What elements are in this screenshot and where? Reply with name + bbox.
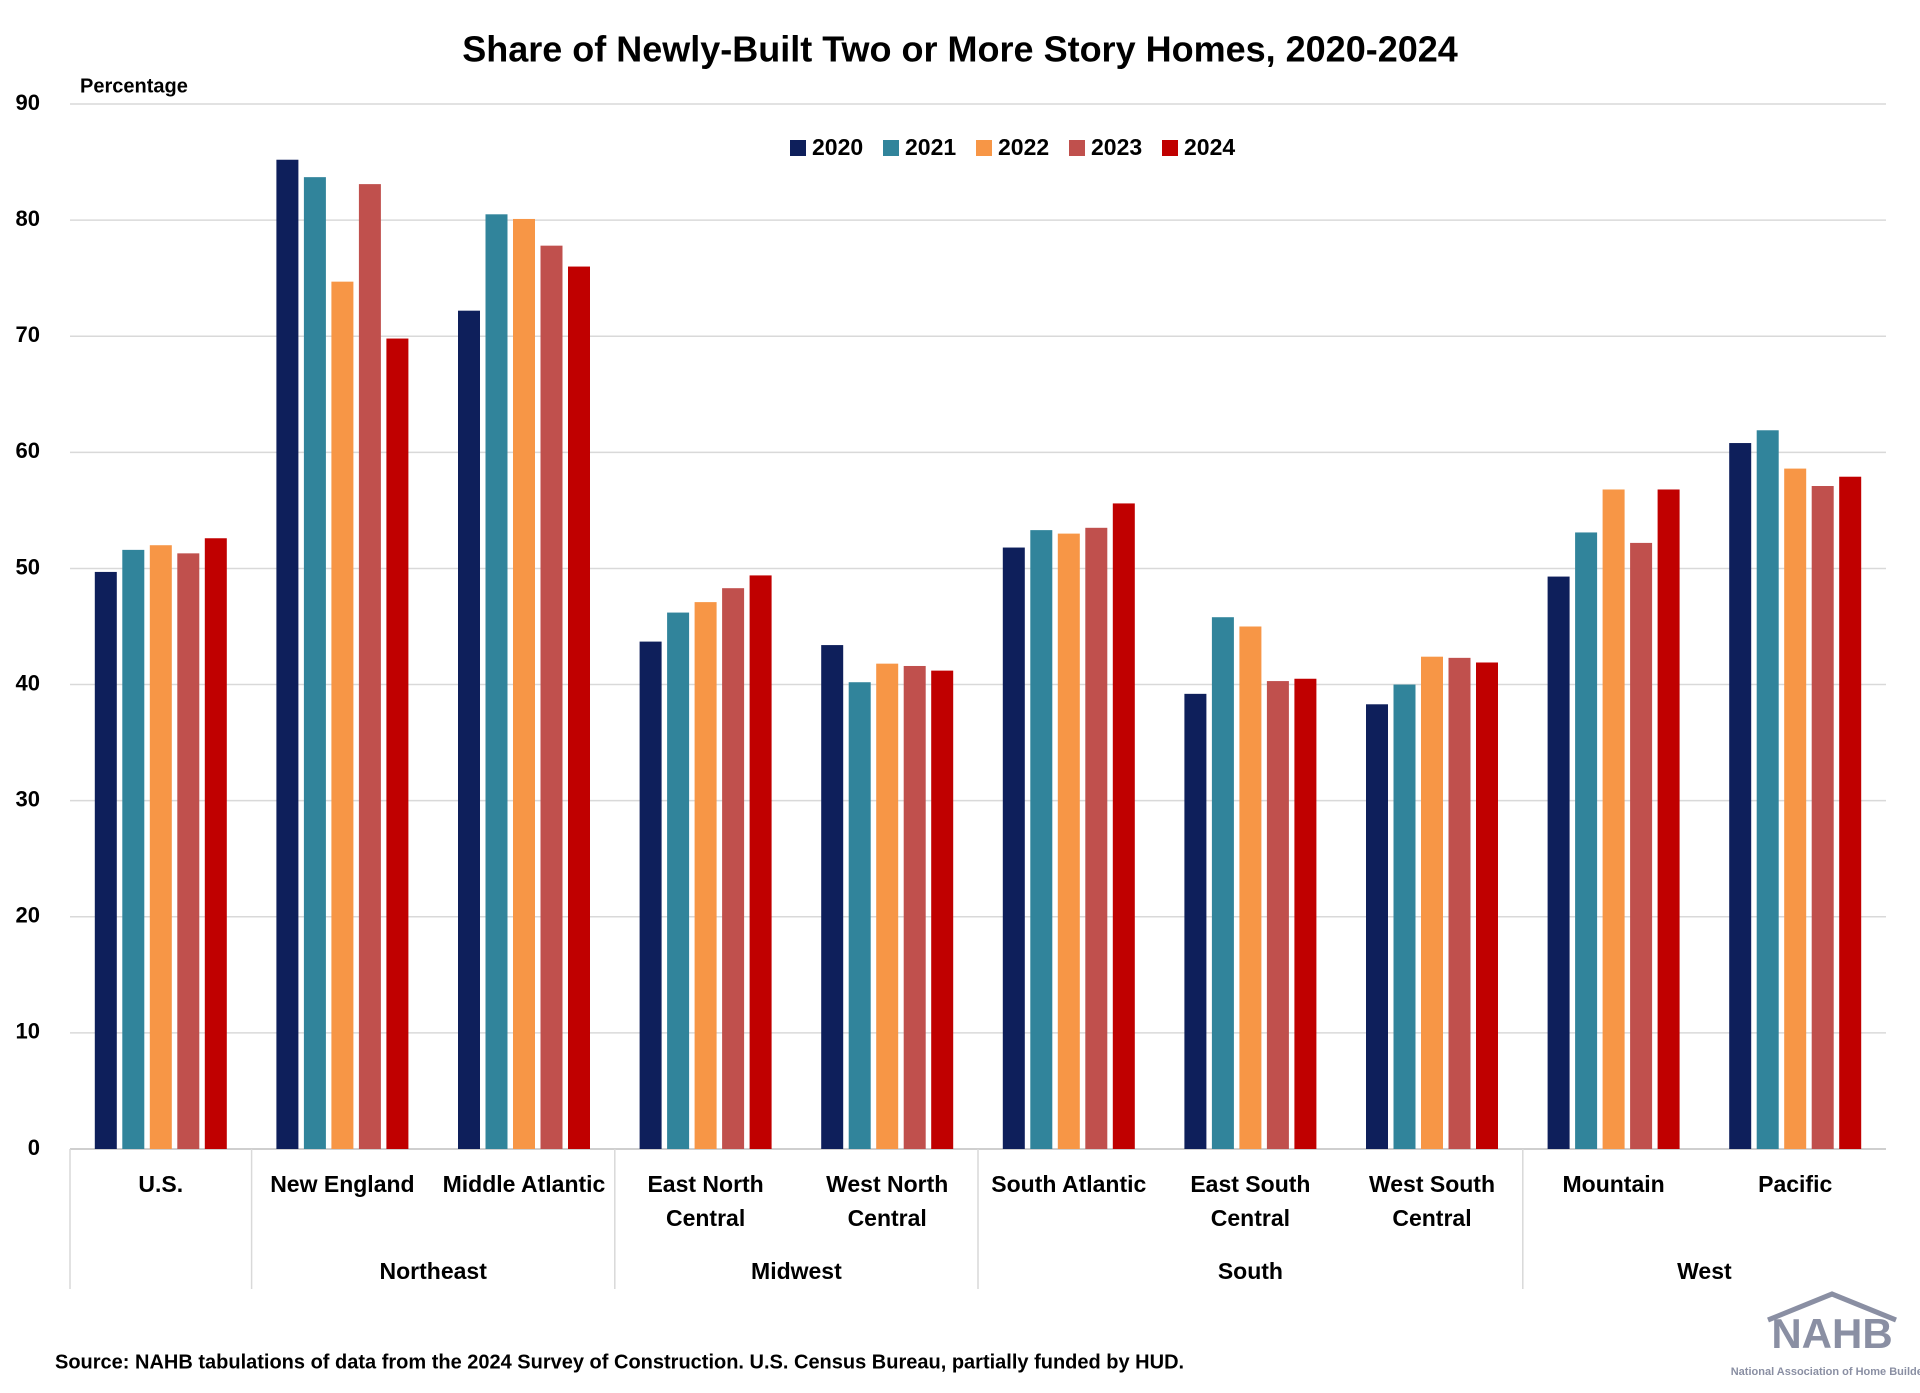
y-tick-label: 0 [28, 1135, 40, 1160]
legend-label: 2022 [998, 134, 1049, 160]
logo-name: NAHB [1771, 1310, 1892, 1357]
bar [1657, 489, 1680, 1149]
y-tick-label: 40 [16, 670, 40, 695]
bar [931, 670, 954, 1149]
bar [1729, 443, 1752, 1149]
x-tick-label: Middle Atlantic [442, 1171, 606, 1197]
y-tick-label: 20 [16, 903, 40, 928]
bar [1112, 503, 1135, 1149]
bar [1811, 486, 1834, 1149]
y-tick-label: 90 [16, 90, 40, 115]
bar [1547, 576, 1570, 1149]
bar [122, 549, 145, 1149]
legend-label: 2024 [1184, 134, 1235, 160]
bar [513, 218, 535, 1149]
bar [903, 665, 926, 1149]
x-tick-label: East North Central [647, 1171, 764, 1231]
legend-swatch [976, 140, 992, 156]
x-tick-label: South Atlantic [991, 1171, 1147, 1197]
bar [149, 545, 172, 1149]
bar [848, 682, 871, 1149]
bar [876, 663, 899, 1149]
legend-label: 2023 [1091, 134, 1142, 160]
bar [386, 338, 409, 1149]
legend-swatch [883, 140, 899, 156]
legend-label: 2020 [812, 134, 863, 160]
bar [1002, 547, 1025, 1149]
bar [694, 602, 717, 1149]
legend-swatch [790, 140, 806, 156]
legend-swatch [1069, 140, 1085, 156]
bar [1085, 527, 1108, 1149]
logo-roof [1767, 1291, 1897, 1323]
bar [1057, 533, 1080, 1149]
x-tick-label: Pacific [1758, 1171, 1833, 1197]
chart-title: Share of Newly-Built Two or More Story H… [462, 29, 1458, 70]
bar [204, 538, 227, 1149]
bar [1366, 704, 1388, 1149]
y-axis-label: Percentage [80, 75, 188, 97]
bar [1239, 626, 1262, 1149]
group-label: West [1677, 1258, 1732, 1284]
bar [1839, 476, 1862, 1149]
bar [1184, 693, 1207, 1149]
bar [1294, 678, 1317, 1149]
group-label: Northeast [380, 1258, 488, 1284]
bar [94, 571, 117, 1149]
group-label: South [1218, 1258, 1283, 1284]
logo-tagline: National Association of Home Builders [1731, 1366, 1920, 1378]
bar [1575, 532, 1598, 1149]
x-tick-label: West South Central [1368, 1171, 1496, 1231]
y-tick-label: 50 [16, 554, 40, 579]
y-tick-label: 30 [16, 786, 40, 811]
bar [540, 245, 563, 1150]
bar [177, 553, 200, 1149]
y-tick-label: 60 [16, 438, 40, 463]
y-tick-label: 70 [16, 322, 40, 347]
x-tick-label: West North Central [826, 1171, 949, 1231]
bar [1476, 662, 1498, 1149]
bar [1211, 617, 1234, 1149]
bar [331, 281, 354, 1149]
bar [1756, 430, 1779, 1149]
x-tick-label: U.S. [138, 1171, 184, 1197]
bar [1030, 530, 1053, 1149]
x-tick-label: New England [270, 1171, 415, 1197]
bar [568, 266, 590, 1149]
bar [1421, 656, 1443, 1149]
bar [1448, 657, 1471, 1149]
bar [1393, 684, 1416, 1149]
group-label: Midwest [751, 1258, 842, 1284]
bar [303, 177, 326, 1149]
bar [358, 184, 381, 1149]
bar [639, 641, 662, 1149]
legend-label: 2021 [905, 134, 956, 160]
bar [1602, 489, 1625, 1149]
bar [1266, 681, 1289, 1149]
bar [485, 214, 508, 1150]
bar [821, 645, 844, 1149]
bar [749, 575, 772, 1149]
y-tick-label: 80 [16, 206, 40, 231]
bar [276, 159, 299, 1149]
bar [722, 588, 745, 1149]
x-tick-label: Mountain [1562, 1171, 1665, 1197]
bar [458, 310, 480, 1150]
legend-swatch [1162, 140, 1178, 156]
bar [1630, 542, 1653, 1149]
y-tick-label: 10 [16, 1019, 40, 1044]
source-note: Source: NAHB tabulations of data from th… [55, 1351, 1184, 1373]
bar [1784, 468, 1807, 1150]
x-tick-label: East South Central [1190, 1171, 1311, 1231]
bar [667, 612, 690, 1149]
